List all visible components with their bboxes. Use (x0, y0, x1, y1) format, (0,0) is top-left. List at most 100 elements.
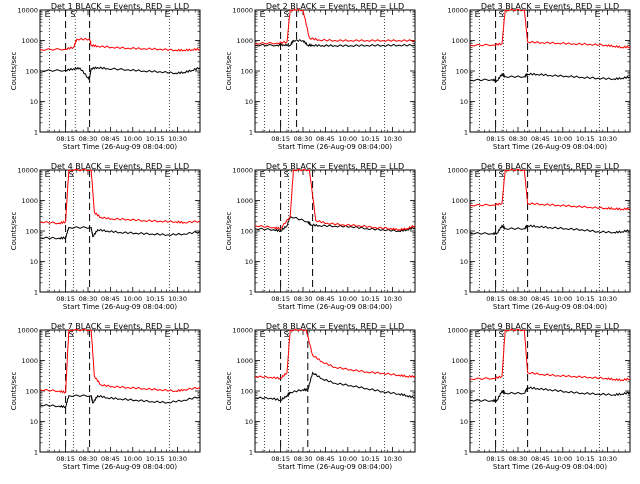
marker-e-label: E (595, 330, 600, 339)
y-tick-label: 10000 (17, 327, 38, 335)
y-tick-label: 10 (30, 258, 38, 266)
x-tick-label: 08:30 (509, 135, 528, 143)
x-tick-label: 10:15 (361, 455, 380, 463)
x-tick-label: 08:45 (531, 455, 550, 463)
y-tick-label: 1 (464, 289, 468, 297)
y-tick-label: 10 (460, 258, 468, 266)
y-tick-label: 1 (464, 449, 468, 457)
x-tick-label: 08:15 (271, 135, 290, 143)
marker-e-label: E (595, 170, 600, 179)
x-tick-label: 10:30 (383, 295, 402, 303)
x-tick-label: 08:15 (486, 295, 505, 303)
x-tick-label: 08:15 (56, 135, 75, 143)
x-tick-label: 08:45 (101, 135, 120, 143)
marker-s-label: S (284, 170, 289, 179)
marker-e-label: E (595, 10, 600, 19)
panel-det-8: Det 8 BLACK = Events, RED = LLD 1 10 100 100… (225, 322, 416, 471)
y-tick-label: 1 (34, 449, 38, 457)
y-tick-label: 100 (26, 228, 38, 236)
y-tick-label: 1000 (236, 357, 253, 365)
y-axis-label: Counts/sec (225, 372, 233, 411)
x-tick-label: 10:00 (338, 295, 357, 303)
x-tick-label: 08:30 (294, 455, 313, 463)
y-tick-label: 10000 (447, 7, 468, 15)
marker-s-label: S (499, 170, 504, 179)
marker-e-label: E (165, 170, 170, 179)
panel-det-4: Det 4 BLACK = Events, RED = LLD 1 10 100 100… (10, 162, 201, 311)
x-tick-label: 10:30 (383, 135, 402, 143)
x-tick-label: 08:45 (101, 455, 120, 463)
y-tick-label: 1 (34, 129, 38, 137)
y-tick-label: 1 (249, 129, 253, 137)
x-tick-label: 10:00 (553, 455, 572, 463)
x-tick-label: 08:45 (101, 295, 120, 303)
marker-e-label: E (380, 10, 385, 19)
y-tick-label: 10 (30, 98, 38, 106)
events-series-line (254, 38, 416, 48)
y-tick-label: 10000 (447, 167, 468, 175)
x-tick-label: 10:15 (576, 455, 595, 463)
x-axis-label: Start Time (26-Aug-09 08:04:00) (63, 463, 177, 471)
marker-e-label: E (165, 330, 170, 339)
marker-e-label: E (260, 170, 265, 179)
x-tick-label: 08:30 (509, 295, 528, 303)
x-tick-label: 08:15 (56, 455, 75, 463)
marker-s-label: S (284, 10, 289, 19)
y-axis-label: Counts/sec (225, 212, 233, 251)
marker-s-label: S (69, 170, 74, 179)
x-axis-label: Start Time (26-Aug-09 08:04:00) (63, 143, 177, 151)
panel-title: Det 4 BLACK = Events, RED = LLD (51, 162, 189, 171)
y-tick-label: 10 (30, 418, 38, 426)
y-tick-label: 1000 (451, 357, 468, 365)
y-axis-label: Counts/sec (440, 212, 448, 251)
y-tick-label: 10 (245, 258, 253, 266)
x-tick-label: 08:45 (316, 135, 335, 143)
x-tick-label: 08:30 (79, 295, 98, 303)
marker-e-label: E (45, 10, 50, 19)
plot-frame (39, 169, 201, 293)
x-axis-label: Start Time (26-Aug-09 08:04:00) (493, 303, 607, 311)
y-axis-label: Counts/sec (225, 52, 233, 91)
y-tick-label: 10 (245, 98, 253, 106)
x-tick-label: 10:30 (168, 455, 187, 463)
panel-det-2: Det 2 BLACK = Events, RED = LLD 1 10 100 100… (225, 2, 416, 151)
x-tick-label: 08:45 (316, 455, 335, 463)
x-tick-label: 10:30 (383, 455, 402, 463)
marker-e-label: E (475, 330, 480, 339)
y-tick-label: 1 (249, 289, 253, 297)
x-tick-label: 10:15 (146, 135, 165, 143)
panel-title: Det 1 BLACK = Events, RED = LLD (51, 2, 189, 11)
lld-series-line (39, 37, 201, 52)
y-tick-label: 1000 (451, 37, 468, 45)
marker-e-label: E (260, 10, 265, 19)
y-tick-label: 100 (26, 388, 38, 396)
x-tick-label: 08:30 (294, 135, 313, 143)
panel-det-3: Det 3 BLACK = Events, RED = LLD 1 10 100 100… (440, 2, 631, 151)
y-axis-label: Counts/sec (440, 52, 448, 91)
y-tick-label: 10 (460, 418, 468, 426)
y-tick-label: 100 (456, 68, 468, 76)
panel-det-1: Det 1 BLACK = Events, RED = LLD 1 10 100 100… (10, 2, 201, 151)
plot-frame (469, 169, 631, 293)
panel-det-7: Det 7 BLACK = Events, RED = LLD 1 10 100 100… (10, 322, 201, 471)
x-tick-label: 08:30 (79, 455, 98, 463)
y-tick-label: 10000 (447, 327, 468, 335)
events-series-line (469, 386, 631, 403)
x-tick-label: 10:30 (598, 455, 617, 463)
y-tick-label: 1 (34, 289, 38, 297)
x-axis-label: Start Time (26-Aug-09 08:04:00) (63, 303, 177, 311)
x-tick-label: 10:15 (576, 135, 595, 143)
events-series-line (254, 215, 416, 233)
y-tick-label: 10000 (17, 7, 38, 15)
y-tick-label: 100 (241, 388, 253, 396)
x-tick-label: 10:30 (168, 135, 187, 143)
x-tick-label: 08:30 (509, 455, 528, 463)
panel-title: Det 7 BLACK = Events, RED = LLD (51, 322, 189, 331)
marker-e-label: E (475, 170, 480, 179)
y-tick-label: 1000 (21, 197, 38, 205)
x-tick-label: 08:45 (531, 295, 550, 303)
lld-series-line (469, 8, 631, 49)
events-series-line (39, 394, 201, 409)
marker-e-label: E (380, 330, 385, 339)
